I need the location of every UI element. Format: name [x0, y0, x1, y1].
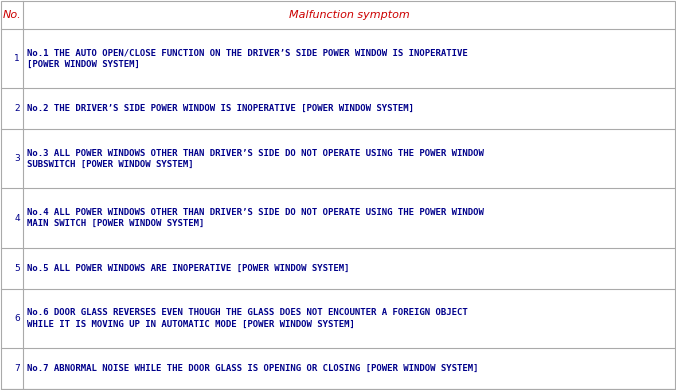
- Text: No.7 ABNORMAL NOISE WHILE THE DOOR GLASS IS OPENING OR CLOSING [POWER WINDOW SYS: No.7 ABNORMAL NOISE WHILE THE DOOR GLASS…: [27, 364, 479, 373]
- Text: No.4 ALL POWER WINDOWS OTHER THAN DRIVER’S SIDE DO NOT OPERATE USING THE POWER W: No.4 ALL POWER WINDOWS OTHER THAN DRIVER…: [27, 208, 484, 217]
- Text: 2: 2: [14, 104, 20, 113]
- Text: 7: 7: [14, 364, 20, 373]
- Text: MAIN SWITCH [POWER WINDOW SYSTEM]: MAIN SWITCH [POWER WINDOW SYSTEM]: [27, 219, 204, 228]
- Text: No.: No.: [3, 10, 22, 20]
- Text: No.5 ALL POWER WINDOWS ARE INOPERATIVE [POWER WINDOW SYSTEM]: No.5 ALL POWER WINDOWS ARE INOPERATIVE […: [27, 264, 349, 273]
- Text: No.1 THE AUTO OPEN/CLOSE FUNCTION ON THE DRIVER’S SIDE POWER WINDOW IS INOPERATI: No.1 THE AUTO OPEN/CLOSE FUNCTION ON THE…: [27, 48, 468, 57]
- Text: 5: 5: [14, 264, 20, 273]
- Text: 3: 3: [14, 154, 20, 163]
- Text: [POWER WINDOW SYSTEM]: [POWER WINDOW SYSTEM]: [27, 60, 140, 69]
- Text: No.2 THE DRIVER’S SIDE POWER WINDOW IS INOPERATIVE [POWER WINDOW SYSTEM]: No.2 THE DRIVER’S SIDE POWER WINDOW IS I…: [27, 104, 414, 113]
- Text: 1: 1: [14, 54, 20, 63]
- Text: 6: 6: [14, 314, 20, 323]
- Text: No.6 DOOR GLASS REVERSES EVEN THOUGH THE GLASS DOES NOT ENCOUNTER A FOREIGN OBJE: No.6 DOOR GLASS REVERSES EVEN THOUGH THE…: [27, 308, 468, 317]
- Text: Malfunction symptom: Malfunction symptom: [289, 10, 410, 20]
- Text: No.3 ALL POWER WINDOWS OTHER THAN DRIVER’S SIDE DO NOT OPERATE USING THE POWER W: No.3 ALL POWER WINDOWS OTHER THAN DRIVER…: [27, 149, 484, 158]
- Text: SUBSWITCH [POWER WINDOW SYSTEM]: SUBSWITCH [POWER WINDOW SYSTEM]: [27, 160, 193, 169]
- Text: WHILE IT IS MOVING UP IN AUTOMATIC MODE [POWER WINDOW SYSTEM]: WHILE IT IS MOVING UP IN AUTOMATIC MODE …: [27, 319, 355, 328]
- Text: 4: 4: [14, 214, 20, 223]
